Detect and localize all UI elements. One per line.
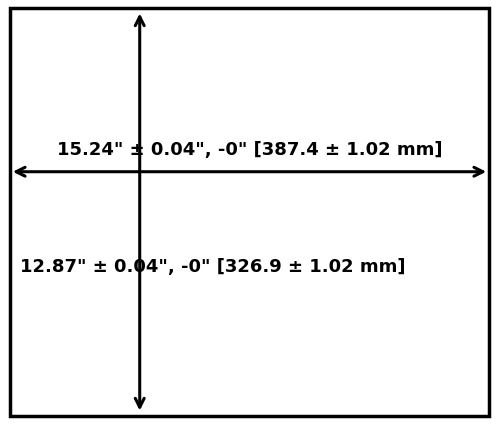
Text: 12.87" ± 0.04", -0" [326.9 ± 1.02 mm]: 12.87" ± 0.04", -0" [326.9 ± 1.02 mm]: [20, 258, 406, 276]
Text: 15.24" ± 0.04", -0" [387.4 ± 1.02 mm]: 15.24" ± 0.04", -0" [387.4 ± 1.02 mm]: [57, 141, 442, 159]
